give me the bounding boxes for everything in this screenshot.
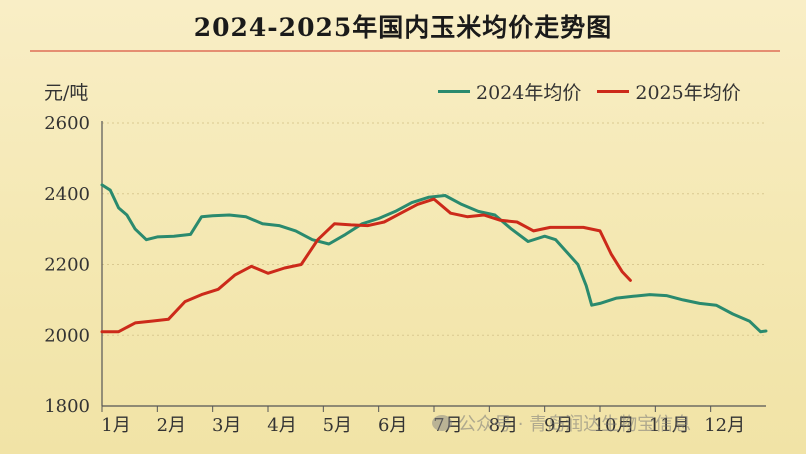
y-tick-label: 2600 — [44, 113, 90, 134]
y-tick-label: 2200 — [44, 255, 90, 276]
x-tick-label: 1月 — [101, 415, 130, 436]
legend-swatch-2024 — [438, 90, 470, 93]
legend-label-2024: 2024年均价 — [476, 82, 582, 104]
x-tick-label: 6月 — [378, 415, 407, 436]
watermark: 公众号 · 青岛润达生物宝信息 — [432, 410, 691, 436]
y-tick-label: 1800 — [44, 396, 90, 417]
chart-legend: 2024年均价 2025年均价 — [438, 78, 757, 105]
x-tick-label: 5月 — [323, 415, 352, 436]
legend-swatch-2025 — [597, 90, 630, 93]
x-tick-label: 10月 — [594, 415, 635, 436]
watermark-text: 公众号 · 青岛润达生物宝信息 — [458, 414, 692, 435]
y-tick-label: 2400 — [44, 184, 90, 205]
series-line-2024 — [100, 183, 768, 334]
y-tick-label: 2000 — [44, 325, 90, 346]
x-tick-label: 9月 — [544, 415, 573, 436]
x-tick-label: 3月 — [212, 415, 241, 436]
wechat-icon — [432, 415, 452, 431]
x-tick-label: 8月 — [489, 415, 518, 436]
x-tick-label: 12月 — [704, 415, 745, 436]
legend-item-2025: 2025年均价 — [597, 78, 741, 105]
y-axis-unit-label: 元/吨 — [44, 82, 89, 104]
legend-item-2024: 2024年均价 — [438, 78, 581, 105]
title-underline — [30, 50, 780, 52]
series-line-2025 — [100, 197, 632, 334]
x-tick-label: 2月 — [157, 415, 186, 436]
x-tick-label: 11月 — [649, 415, 690, 436]
chart-title: 2024-2025年国内玉米均价走势图 — [193, 13, 613, 42]
legend-label-2025: 2025年均价 — [635, 82, 741, 104]
x-tick-label: 4月 — [267, 415, 296, 436]
